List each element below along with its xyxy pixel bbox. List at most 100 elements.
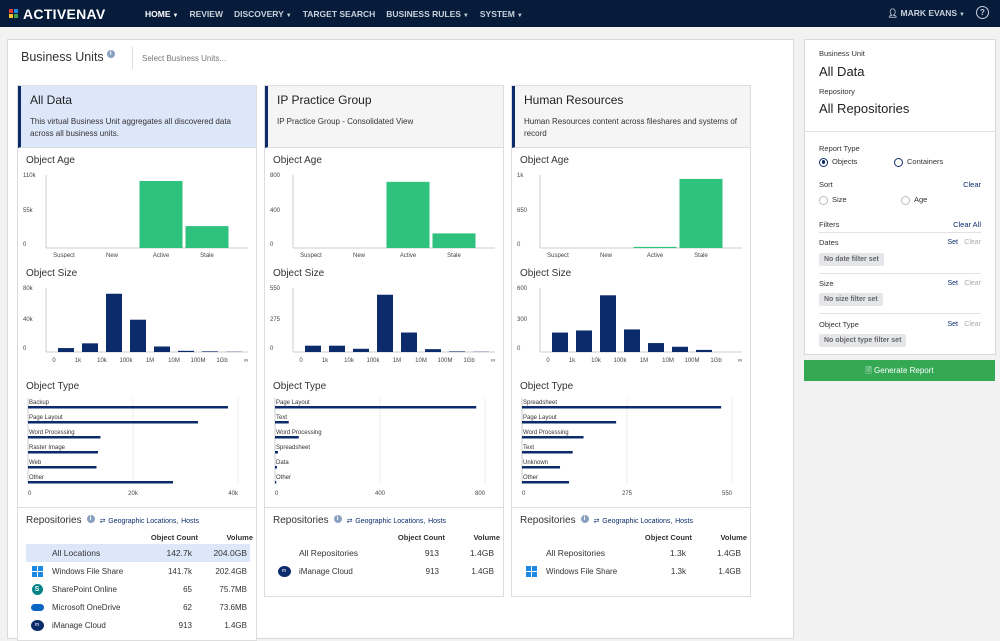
logo-mark-icon xyxy=(9,9,18,18)
sort-size-radio[interactable]: Size xyxy=(819,195,847,205)
size-bar[interactable] xyxy=(154,346,170,352)
size-bar[interactable] xyxy=(178,351,194,352)
generate-report-button[interactable]: 🗎︎ Generate Report xyxy=(804,360,995,381)
size-bar[interactable] xyxy=(305,346,321,352)
type-bar[interactable] xyxy=(275,466,277,469)
age-bar[interactable] xyxy=(387,182,430,248)
type-bar[interactable] xyxy=(522,451,573,454)
info-icon[interactable]: i xyxy=(334,515,342,523)
type-bar[interactable] xyxy=(522,406,721,409)
age-bar[interactable] xyxy=(634,247,677,248)
business-units-select[interactable]: Select Business Units... xyxy=(142,54,226,63)
size-bar[interactable] xyxy=(82,343,98,352)
size-bar[interactable] xyxy=(696,350,712,352)
dates-clear-link[interactable]: Clear xyxy=(964,239,981,246)
info-icon[interactable]: i xyxy=(107,50,115,58)
hosts-link[interactable]: Hosts xyxy=(181,518,199,525)
type-bar[interactable] xyxy=(28,481,173,484)
nav-item-discovery[interactable]: DISCOVERY▼ xyxy=(234,9,292,19)
size-bar[interactable] xyxy=(425,349,441,352)
age-bar[interactable] xyxy=(433,233,476,248)
sort-clear-link[interactable]: Clear xyxy=(963,180,981,189)
type-bar[interactable] xyxy=(275,481,276,484)
size-bar[interactable] xyxy=(648,343,664,352)
geographic-locations-link[interactable]: Geographic Locations, xyxy=(602,518,672,525)
objects-radio[interactable]: Objects xyxy=(819,157,857,167)
info-icon[interactable]: i xyxy=(581,515,589,523)
type-bar[interactable] xyxy=(28,436,101,439)
nav-item-system[interactable]: SYSTEM▼ xyxy=(480,9,523,19)
type-bar[interactable] xyxy=(522,436,584,439)
size-bar[interactable] xyxy=(106,294,122,352)
geographic-locations-link[interactable]: Geographic Locations, xyxy=(355,518,425,525)
type-bar[interactable] xyxy=(522,481,569,484)
size-bar[interactable] xyxy=(377,295,393,352)
size-bar[interactable] xyxy=(600,295,616,352)
type-clear-link[interactable]: Clear xyxy=(964,321,981,328)
type-bar[interactable] xyxy=(275,406,476,409)
size-clear-link[interactable]: Clear xyxy=(964,280,981,287)
type-bar[interactable] xyxy=(275,451,278,454)
nav-item-target-search[interactable]: TARGET SEARCH xyxy=(303,9,376,19)
help-button[interactable]: ? xyxy=(976,6,989,19)
type-set-link[interactable]: Set xyxy=(947,321,958,328)
info-icon[interactable]: i xyxy=(87,515,95,523)
x-tick-label: 550 xyxy=(722,491,733,497)
type-bar[interactable] xyxy=(522,466,560,469)
brand-logo[interactable]: ACTIVENAV xyxy=(9,6,145,22)
age-bar[interactable] xyxy=(186,226,229,248)
type-bar[interactable] xyxy=(28,406,228,409)
hosts-link[interactable]: Hosts xyxy=(428,518,446,525)
nav-item-business-rules[interactable]: BUSINESS RULES▼ xyxy=(386,9,469,19)
size-bar[interactable] xyxy=(552,333,568,352)
type-bar[interactable] xyxy=(275,421,289,424)
size-bar[interactable] xyxy=(130,320,146,352)
containers-radio[interactable]: Containers xyxy=(894,157,943,167)
nav-item-review[interactable]: REVIEW xyxy=(189,9,223,19)
size-set-link[interactable]: Set xyxy=(947,280,958,287)
size-bar[interactable] xyxy=(202,351,218,352)
size-bar[interactable] xyxy=(672,347,688,352)
nav-item-home[interactable]: HOME▼ xyxy=(145,9,178,19)
hosts-link[interactable]: Hosts xyxy=(675,518,693,525)
dates-set-link[interactable]: Set xyxy=(947,239,958,246)
size-bar[interactable] xyxy=(624,329,640,352)
sort-age-radio[interactable]: Age xyxy=(901,195,927,205)
type-bar[interactable] xyxy=(522,421,616,424)
size-bar[interactable] xyxy=(353,349,369,352)
geographic-locations-link[interactable]: Geographic Locations, xyxy=(108,518,178,525)
size-bar[interactable] xyxy=(58,348,74,352)
size-bar[interactable] xyxy=(449,351,465,352)
nav-item-label: DISCOVERY xyxy=(234,9,284,19)
age-bar[interactable] xyxy=(680,179,723,248)
type-bar[interactable] xyxy=(28,451,98,454)
type-bar[interactable] xyxy=(28,466,97,469)
user-menu[interactable]: 👤︎ MARK EVANS▼ xyxy=(887,8,965,19)
age-bar[interactable] xyxy=(140,181,183,248)
size-bar[interactable] xyxy=(329,346,345,352)
filters-clear-all-link[interactable]: Clear All xyxy=(953,220,981,229)
section-title-type: Object Type xyxy=(273,381,326,392)
type-bar[interactable] xyxy=(275,436,299,439)
x-tick-label: 1M xyxy=(146,358,154,364)
type-bar[interactable] xyxy=(28,421,198,424)
size-bar[interactable] xyxy=(401,333,417,352)
user-name: MARK EVANS xyxy=(901,8,958,18)
size-bar[interactable] xyxy=(576,330,592,352)
